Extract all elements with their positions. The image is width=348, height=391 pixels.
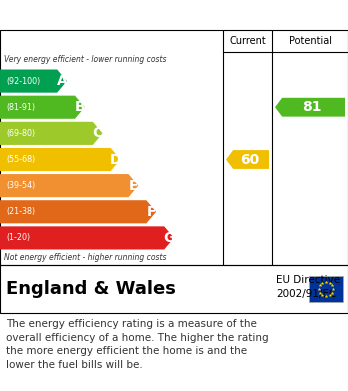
Bar bbox=[309, 276, 343, 302]
Text: Very energy efficient - lower running costs: Very energy efficient - lower running co… bbox=[4, 56, 166, 65]
Text: F: F bbox=[147, 205, 156, 219]
Text: (21-38): (21-38) bbox=[6, 207, 35, 216]
Text: C: C bbox=[93, 126, 103, 140]
Text: B: B bbox=[74, 100, 85, 114]
Text: (39-54): (39-54) bbox=[6, 181, 35, 190]
Polygon shape bbox=[0, 174, 138, 197]
Text: 60: 60 bbox=[240, 152, 259, 167]
Text: (1-20): (1-20) bbox=[6, 233, 30, 242]
Text: Potential: Potential bbox=[288, 36, 332, 46]
Text: Not energy efficient - higher running costs: Not energy efficient - higher running co… bbox=[4, 253, 166, 262]
Text: D: D bbox=[110, 152, 121, 167]
Polygon shape bbox=[0, 200, 156, 223]
Polygon shape bbox=[275, 98, 345, 117]
Text: Current: Current bbox=[229, 36, 266, 46]
Text: (69-80): (69-80) bbox=[6, 129, 35, 138]
Text: (81-91): (81-91) bbox=[6, 103, 35, 112]
Text: The energy efficiency rating is a measure of the
overall efficiency of a home. T: The energy efficiency rating is a measur… bbox=[6, 319, 269, 370]
Polygon shape bbox=[0, 96, 85, 119]
Text: (55-68): (55-68) bbox=[6, 155, 35, 164]
Text: Energy Efficiency Rating: Energy Efficiency Rating bbox=[8, 7, 218, 23]
Polygon shape bbox=[0, 148, 120, 171]
Text: (92-100): (92-100) bbox=[6, 77, 40, 86]
Text: A: A bbox=[57, 74, 68, 88]
Text: G: G bbox=[164, 231, 175, 245]
Polygon shape bbox=[0, 226, 174, 249]
Text: EU Directive
2002/91/EC: EU Directive 2002/91/EC bbox=[276, 274, 340, 299]
Polygon shape bbox=[226, 150, 269, 169]
Polygon shape bbox=[0, 70, 67, 93]
Text: 81: 81 bbox=[302, 100, 322, 114]
Polygon shape bbox=[0, 122, 103, 145]
Text: E: E bbox=[129, 179, 138, 193]
Text: England & Wales: England & Wales bbox=[6, 280, 176, 298]
